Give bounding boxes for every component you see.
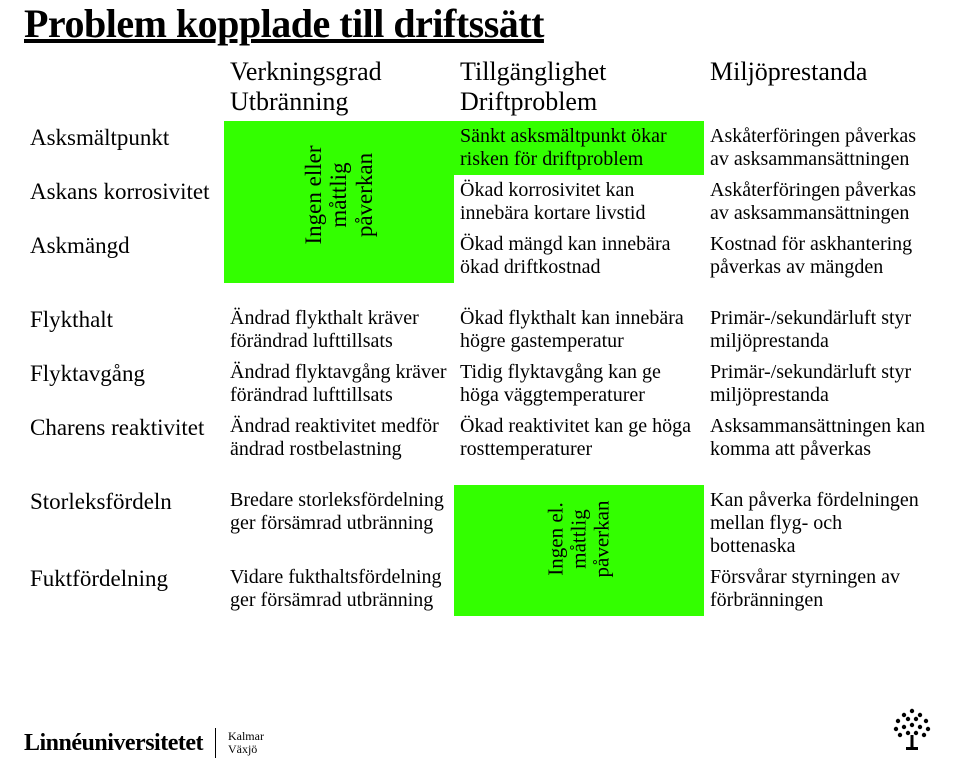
cell: Ökad korrosivitet kan innebära kortare l… [454,175,704,229]
table-row: Askans korrosivitet Ökad korrosivitet ka… [24,175,936,229]
cell: Ändrad reaktivitet medför ändrad rostbel… [224,411,454,465]
footer-logo: Linnéuniversitetet Kalmar Växjö [24,728,264,758]
table-row: Flykthalt Ändrad flykthalt kräver föränd… [24,303,936,357]
cell: Primär-/sekundärluft styr miljöprestanda [704,303,936,357]
cell: Kan påverka fördelningen mellan flyg- oc… [704,485,936,562]
campus-names: Kalmar Växjö [228,730,264,756]
cell: Kostnad för askhantering påverkas av män… [704,229,936,283]
cell: Askåterföringen påverkas av asksammansät… [704,175,936,229]
table-row: Charens reaktivitet Ändrad reaktivitet m… [24,411,936,465]
cell: Vidare fukthaltsfördelning ger försämrad… [224,562,454,616]
cell: Ökad mängd kan innebära ökad driftkostna… [454,229,704,283]
hdr-col2a: Verkningsgrad [230,57,382,86]
cell: Asksammansättningen kan komma att påverk… [704,411,936,465]
cell: Bredare storleksfördelning ger försämrad… [224,485,454,562]
row-label: Askans korrosivitet [24,175,224,229]
block1-vertical-cell: Ingen eller måttlig påverkan [224,121,454,283]
table-row: Flyktavgång Ändrad flyktavgång kräver fö… [24,357,936,411]
hdr-col2b: Utbränning [230,87,348,116]
cell: Askåterföringen påverkas av asksammansät… [704,121,936,175]
row-label: Flykthalt [24,303,224,357]
tree-icon [888,705,936,758]
vertical-text: Ingen eller måttlig påverkan [301,145,377,244]
hdr-col3b: Driftproblem [460,87,597,116]
header-row: Verkningsgrad Utbränning Tillgänglighet … [24,53,936,121]
row-label: Flyktavgång [24,357,224,411]
row-label: Storleksfördeln [24,485,224,562]
divider [215,728,216,758]
row-label: Charens reaktivitet [24,411,224,465]
cell: Tidig flyktavgång kan ge höga väggtemper… [454,357,704,411]
cell: Ökad reaktivitet kan ge höga rosttempera… [454,411,704,465]
row-label: Askmängd [24,229,224,283]
hdr-col4: Miljöprestanda [710,57,867,86]
cell: Ändrad flykthalt kräver förändrad luftti… [224,303,454,357]
cell: Sänkt asksmältpunkt ökar risken för drif… [454,121,704,175]
row-label: Asksmältpunkt [24,121,224,175]
table-row: Asksmältpunkt Ingen eller måttlig påverk… [24,121,936,175]
page-title: Problem kopplade till driftssätt [24,0,936,47]
main-table: Verkningsgrad Utbränning Tillgänglighet … [24,53,936,616]
cell: Ökad flykthalt kan innebära högre gastem… [454,303,704,357]
table-row: Askmängd Ökad mängd kan innebära ökad dr… [24,229,936,283]
vertical-text: Ingen el. måttlig påverkan [544,500,613,577]
cell: Ändrad flyktavgång kräver förändrad luft… [224,357,454,411]
block3-vertical-cell: Ingen el. måttlig påverkan [454,485,704,616]
hdr-col3a: Tillgänglighet [460,57,606,86]
cell: Försvårar styrningen av förbränningen [704,562,936,616]
table-row: Storleksfördeln Bredare storleksfördelni… [24,485,936,562]
cell: Primär-/sekundärluft styr miljöprestanda [704,357,936,411]
row-label: Fuktfördelning [24,562,224,616]
university-name: Linnéuniversitetet [24,730,203,757]
